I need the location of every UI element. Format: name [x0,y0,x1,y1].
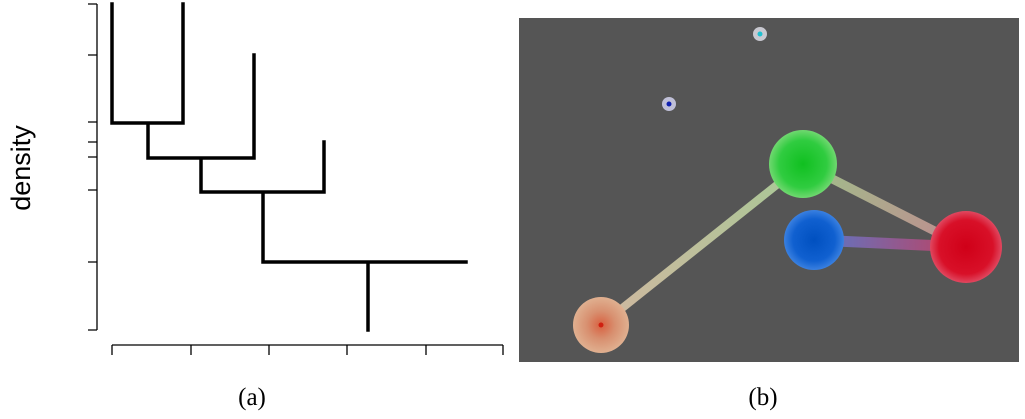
caption: (b) [748,384,777,411]
caption: (a) [238,384,266,411]
graph-panel [519,18,1019,362]
node-core [757,31,763,37]
y-axis [88,3,98,331]
node [930,211,1002,283]
y-axis-label: density [6,125,36,211]
dendrogram [110,2,468,332]
node [769,130,837,198]
node-core [598,322,604,328]
node [784,210,844,270]
edge [598,160,806,329]
node-core [666,101,672,107]
x-axis [111,344,504,355]
dendrogram-panel: density [6,2,504,355]
